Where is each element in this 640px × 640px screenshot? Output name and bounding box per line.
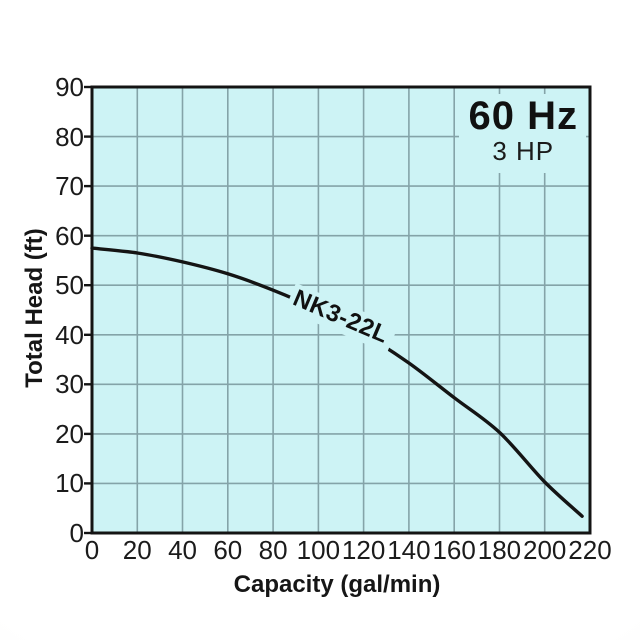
x-tick-label: 100 <box>296 535 341 565</box>
y-tick-label: 20 <box>55 418 84 449</box>
x-tick-label: 180 <box>477 535 522 565</box>
plot-border <box>90 85 592 535</box>
y-tick-label: 70 <box>55 171 84 202</box>
x-tick-label: 120 <box>341 535 386 565</box>
x-tick-label: 160 <box>432 535 476 565</box>
x-tick-label: 140 <box>387 535 431 565</box>
power-label: 3 HP <box>492 135 555 166</box>
y-tick-label: 30 <box>55 369 84 400</box>
x-tick-label: 60 <box>213 535 243 565</box>
x-tick-label: 80 <box>258 535 288 565</box>
y-tick-label: 80 <box>55 121 84 152</box>
y-tick-label: 10 <box>55 468 84 499</box>
y-tick-label: 40 <box>55 319 84 350</box>
x-tick-label: 40 <box>168 535 197 565</box>
x-axis-title: Capacity (gal/min) <box>233 571 441 598</box>
y-tick-label: 50 <box>55 270 84 301</box>
frequency-label: 60 Hz <box>468 94 578 138</box>
annotation-block: 60 Hz 3 HP <box>458 94 586 173</box>
x-tick-label: 20 <box>122 535 152 565</box>
y-tick-label: 0 <box>69 518 84 548</box>
x-tick-label: 200 <box>523 535 567 565</box>
y-tick-label: 90 <box>55 72 84 102</box>
y-axis-title: Total Head (ft) <box>21 228 48 388</box>
y-tick-label: 60 <box>55 220 84 251</box>
x-tick-label: 0 <box>84 535 100 565</box>
x-tick-label: 220 <box>568 535 612 565</box>
